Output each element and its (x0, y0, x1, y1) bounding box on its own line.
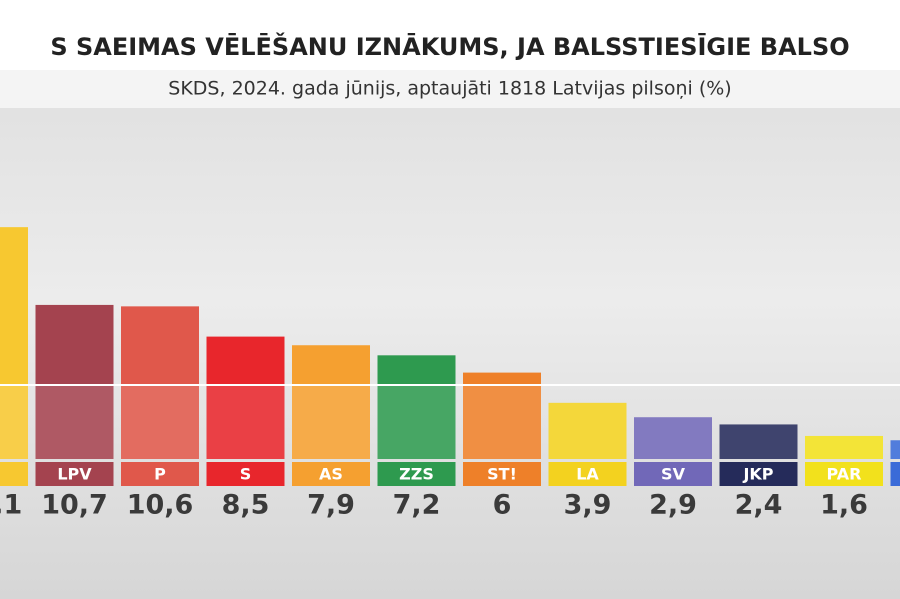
category-box (890, 462, 900, 486)
bar-shade (121, 386, 199, 459)
bar-shade (206, 386, 285, 459)
value-label: 10,6 (127, 490, 194, 521)
bar (292, 345, 370, 459)
bar (121, 306, 199, 459)
category-label: ST! (487, 465, 517, 484)
category-label: SV (661, 465, 686, 484)
category-box (634, 462, 712, 486)
bar (0, 227, 28, 459)
bar (35, 304, 114, 459)
category-box (548, 462, 627, 486)
bar-shade (548, 402, 627, 459)
bar-shade (292, 386, 370, 459)
bar (463, 372, 541, 459)
value-label: 2,4 (735, 490, 783, 521)
value-label: 16,1 (0, 490, 22, 521)
category-box (121, 462, 199, 486)
value-label: 3,9 (564, 490, 612, 521)
category-box (719, 462, 798, 486)
bar (548, 402, 627, 459)
category-label: P (154, 465, 166, 484)
value-label: 10,7 (41, 490, 108, 521)
bar (377, 355, 456, 459)
category-label: PAR (827, 465, 862, 484)
category-box (805, 462, 883, 486)
bar-shade (805, 435, 883, 459)
bar (890, 440, 900, 459)
category-label: S (240, 465, 252, 484)
title-band (0, 0, 900, 70)
category-box (292, 462, 370, 486)
chart-subtitle: SKDS, 2024. gada jūnijs, aptaujāti 1818 … (168, 78, 731, 100)
value-label: 2,9 (649, 490, 697, 521)
chart-title: S SAEIMAS VĒLĒŠANU IZNĀKUMS, JA BALSSTIE… (50, 31, 849, 61)
subtitle-band (0, 70, 900, 108)
category-label: AS (319, 465, 343, 484)
category-box (377, 462, 456, 486)
category-label: JKP (742, 465, 773, 484)
category-label: LA (576, 465, 599, 484)
value-label: 6 (493, 490, 512, 521)
value-label: 1,6 (820, 490, 868, 521)
category-label: ZZS (399, 465, 434, 484)
bar (634, 417, 712, 459)
category-box (463, 462, 541, 486)
category-box (206, 462, 285, 486)
bar-shade (35, 386, 114, 459)
value-label: 7,9 (307, 490, 355, 521)
category-box (35, 462, 114, 486)
bar (206, 336, 285, 459)
bar (719, 424, 798, 459)
bar-shade (890, 440, 900, 459)
bar-shade (377, 386, 456, 459)
value-label: 7,2 (393, 490, 441, 521)
bar-shade (463, 386, 541, 459)
category-box (0, 462, 28, 486)
bar-shade (719, 424, 798, 459)
bar-shade (634, 417, 712, 459)
value-label: 8,5 (222, 490, 270, 521)
bars: A16,1LPV10,7P10,6S8,5AS7,9ZZS7,2ST!6LA3,… (0, 227, 900, 521)
category-label: LPV (57, 465, 92, 484)
bar (805, 435, 883, 459)
bar-shade (0, 386, 28, 459)
